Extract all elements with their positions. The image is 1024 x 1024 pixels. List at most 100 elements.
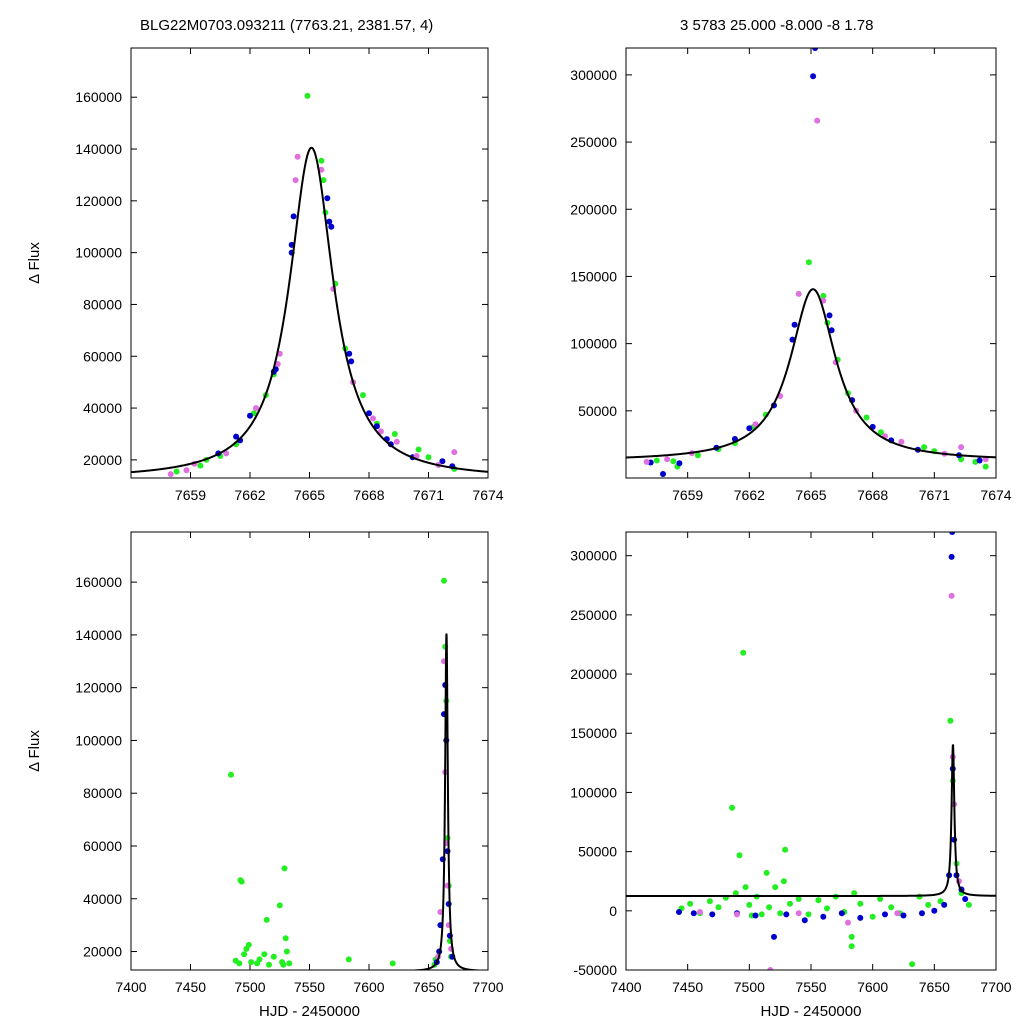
data-point-green (261, 951, 268, 958)
data-point-green (742, 884, 749, 891)
data-point-blue (820, 913, 827, 920)
panel-bottom-right: -50000 0 50000 100000 150000 200000 250000 3000… (570, 531, 1012, 1020)
y-tick-label: 120000 (75, 193, 122, 209)
x-tick-label: 7665 (795, 487, 826, 503)
data-point-magenta (377, 428, 384, 435)
data-point-magenta (795, 910, 802, 917)
data-point-magenta (845, 919, 851, 926)
data-point-blue (931, 907, 938, 914)
data-point-blue (690, 910, 697, 917)
data-point-green (197, 462, 204, 469)
data-point-blue (373, 423, 380, 430)
data-point-green (304, 92, 311, 99)
data-point-blue (366, 410, 372, 417)
data-point-green (256, 956, 263, 963)
data-point-magenta (292, 177, 299, 184)
data-point-blue (810, 73, 817, 80)
data-point-blue (676, 460, 683, 467)
data-point-magenta (167, 471, 174, 478)
y-tick-label: 200000 (570, 201, 617, 217)
x-axis-label: HJD - 2450000 (259, 1003, 360, 1020)
data-point-magenta (183, 467, 190, 474)
x-tick-label: 7550 (294, 979, 325, 995)
data-point-magenta (393, 438, 400, 445)
data-point-green (787, 900, 793, 907)
data-points (167, 92, 458, 478)
data-point-blue (801, 917, 808, 924)
data-point-green (425, 454, 432, 461)
y-tick-label: 100000 (75, 732, 122, 748)
data-point-blue (709, 911, 716, 918)
y-tick-label: 80000 (83, 785, 122, 801)
data-points (676, 532, 972, 970)
data-point-green (772, 884, 779, 891)
data-point-green (263, 916, 270, 923)
x-tick-label: 7500 (234, 979, 265, 995)
data-points (643, 48, 989, 477)
data-point-green (848, 943, 855, 950)
data-point-blue (838, 910, 845, 917)
model-curve (626, 288, 996, 459)
y-tick-label: 300000 (570, 67, 617, 83)
data-point-green (670, 458, 677, 465)
data-point-blue (290, 213, 297, 220)
y-tick-label: 140000 (75, 627, 122, 643)
x-tick-label: 7662 (234, 487, 265, 503)
y-tick-label: 250000 (570, 134, 617, 150)
figure-title-left: BLG22M0703.093211 (7763.21, 2381.57, 4) (140, 17, 433, 34)
data-point-magenta (734, 911, 740, 918)
x-tick-label: 7668 (857, 487, 888, 503)
data-point-magenta (752, 421, 759, 428)
y-tick-label: 20000 (83, 452, 122, 468)
y-tick-label: 20000 (83, 944, 122, 960)
data-point-green (276, 902, 283, 909)
data-point-green (982, 463, 989, 470)
data-point-blue (783, 911, 790, 918)
y-tick-label: 160000 (75, 89, 122, 105)
data-point-magenta (958, 444, 965, 451)
model-curve (394, 633, 488, 970)
data-point-green (266, 961, 272, 968)
data-point-blue (324, 195, 331, 202)
data-point-magenta (274, 361, 281, 367)
data-point-green (921, 444, 928, 451)
data-point-green (824, 905, 830, 912)
y-tick-label: 50000 (578, 403, 617, 419)
x-tick-label: 7450 (175, 979, 206, 995)
y-tick-label: 100000 (75, 245, 122, 261)
data-point-green (236, 960, 243, 967)
data-point-magenta (437, 909, 444, 915)
data-point-green (937, 898, 944, 905)
y-tick-label: 50000 (578, 844, 617, 860)
data-point-green (173, 468, 180, 475)
y-axis-label: Δ Flux (26, 730, 43, 772)
data-point-green (389, 960, 396, 967)
x-tick-label: 7671 (413, 487, 444, 503)
data-point-green (280, 961, 287, 968)
data-point-green (687, 900, 694, 907)
data-point-blue (976, 457, 983, 464)
x-tick-label: 7674 (472, 487, 503, 503)
data-point-green (795, 896, 802, 902)
data-point-green (228, 771, 234, 778)
y-tick-label: 40000 (83, 400, 122, 416)
data-point-blue (746, 425, 753, 432)
data-point-blue (900, 912, 907, 919)
data-point-green (877, 429, 884, 436)
data-point-blue (439, 458, 446, 465)
data-point-green (777, 910, 784, 917)
plot-frame (625, 47, 997, 479)
y-tick-label: -50000 (573, 962, 617, 978)
x-tick-label: 7659 (672, 487, 703, 503)
data-point-green (780, 878, 787, 885)
data-point-magenta (814, 117, 821, 124)
x-tick-label: 7550 (795, 979, 826, 995)
data-point-green (270, 953, 277, 960)
data-point-magenta (253, 405, 259, 412)
figure-title-right: 3 5783 25.000 -8.000 -8 1.78 (680, 17, 874, 34)
y-tick-label: 300000 (570, 548, 617, 564)
data-point-blue (247, 412, 253, 419)
data-point-green (360, 392, 366, 399)
data-point-green (241, 951, 248, 958)
